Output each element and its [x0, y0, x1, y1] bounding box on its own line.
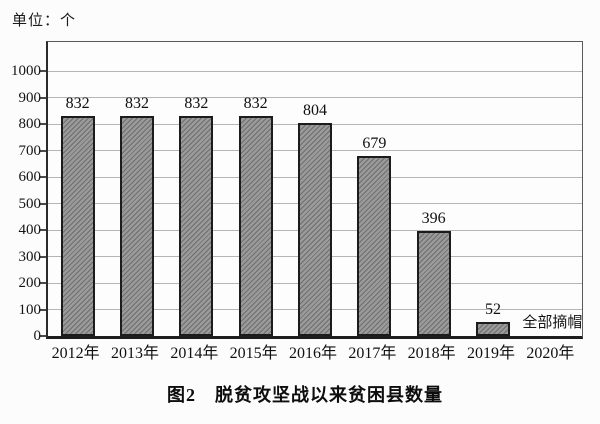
x-axis-label: 2019年 [466, 345, 515, 362]
bar-value-label: 396 [421, 210, 446, 227]
x-axis-label: 2013年 [110, 345, 159, 362]
y-axis-tick-800 [40, 123, 46, 125]
y-axis-tick-0 [40, 335, 46, 337]
y-axis-label: 400 [18, 222, 42, 238]
y-axis-tick-500 [40, 202, 46, 205]
y-axis-tick-400 [40, 229, 46, 231]
y-axis-label: 700 [18, 142, 42, 159]
y-axis-label: 500 [18, 195, 42, 212]
y-axis-label: 0 [33, 328, 42, 344]
y-axis-tick-600 [40, 176, 46, 178]
x-axis-label: 2015年 [229, 345, 278, 362]
y-axis-tick-100 [40, 308, 46, 311]
y-axis-label: 1000 [11, 63, 41, 79]
bar-value-label: 832 [65, 95, 90, 112]
all-delisted-annotation: 全部摘帽 [522, 315, 583, 331]
x-axis-label: 2018年 [407, 345, 456, 362]
y-axis-unit-label: 单位：个 [12, 13, 77, 29]
bar-value-label: 52 [484, 301, 501, 318]
y-axis-tick-300 [40, 255, 46, 258]
bar-2014 [179, 116, 214, 336]
y-axis-label: 300 [18, 248, 42, 265]
y-axis-tick-700 [40, 149, 46, 152]
bar-2012 [60, 116, 95, 336]
bar-2015 [238, 116, 273, 336]
gridline-1000 [48, 70, 582, 72]
y-axis-label: 100 [18, 301, 42, 318]
bar-2013 [120, 116, 154, 336]
bar-2017 [357, 156, 392, 336]
bar-value-label: 804 [302, 102, 327, 119]
y-axis-tick-900 [40, 96, 46, 99]
x-axis-label: 2020年 [526, 345, 575, 362]
y-axis-label: 200 [18, 275, 42, 291]
y-axis-label: 600 [18, 169, 42, 185]
x-axis-label: 2016年 [288, 345, 337, 362]
bar-2018 [416, 231, 451, 336]
x-axis-label: 2017年 [348, 345, 397, 362]
figure-caption: 图2 脱贫攻坚战以来贫困县数量 [167, 385, 443, 405]
bar-value-label: 679 [362, 135, 387, 152]
y-axis-label: 900 [18, 89, 42, 106]
x-axis-label: 2014年 [170, 345, 219, 362]
y-axis-label: 800 [18, 116, 42, 132]
bar-value-label: 832 [243, 95, 268, 112]
bar-value-label: 832 [124, 95, 149, 112]
bar-2016 [298, 123, 332, 336]
x-axis-label: 2012年 [51, 345, 100, 362]
bar-2019 [476, 322, 510, 336]
plot-area: 832 832 832 832 804 679 396 52 全部摘帽 [46, 41, 583, 339]
bar-value-label: 832 [184, 95, 209, 112]
y-axis-tick-1000 [40, 70, 46, 72]
y-axis-tick-200 [40, 282, 46, 284]
gridline-900 [48, 97, 582, 98]
